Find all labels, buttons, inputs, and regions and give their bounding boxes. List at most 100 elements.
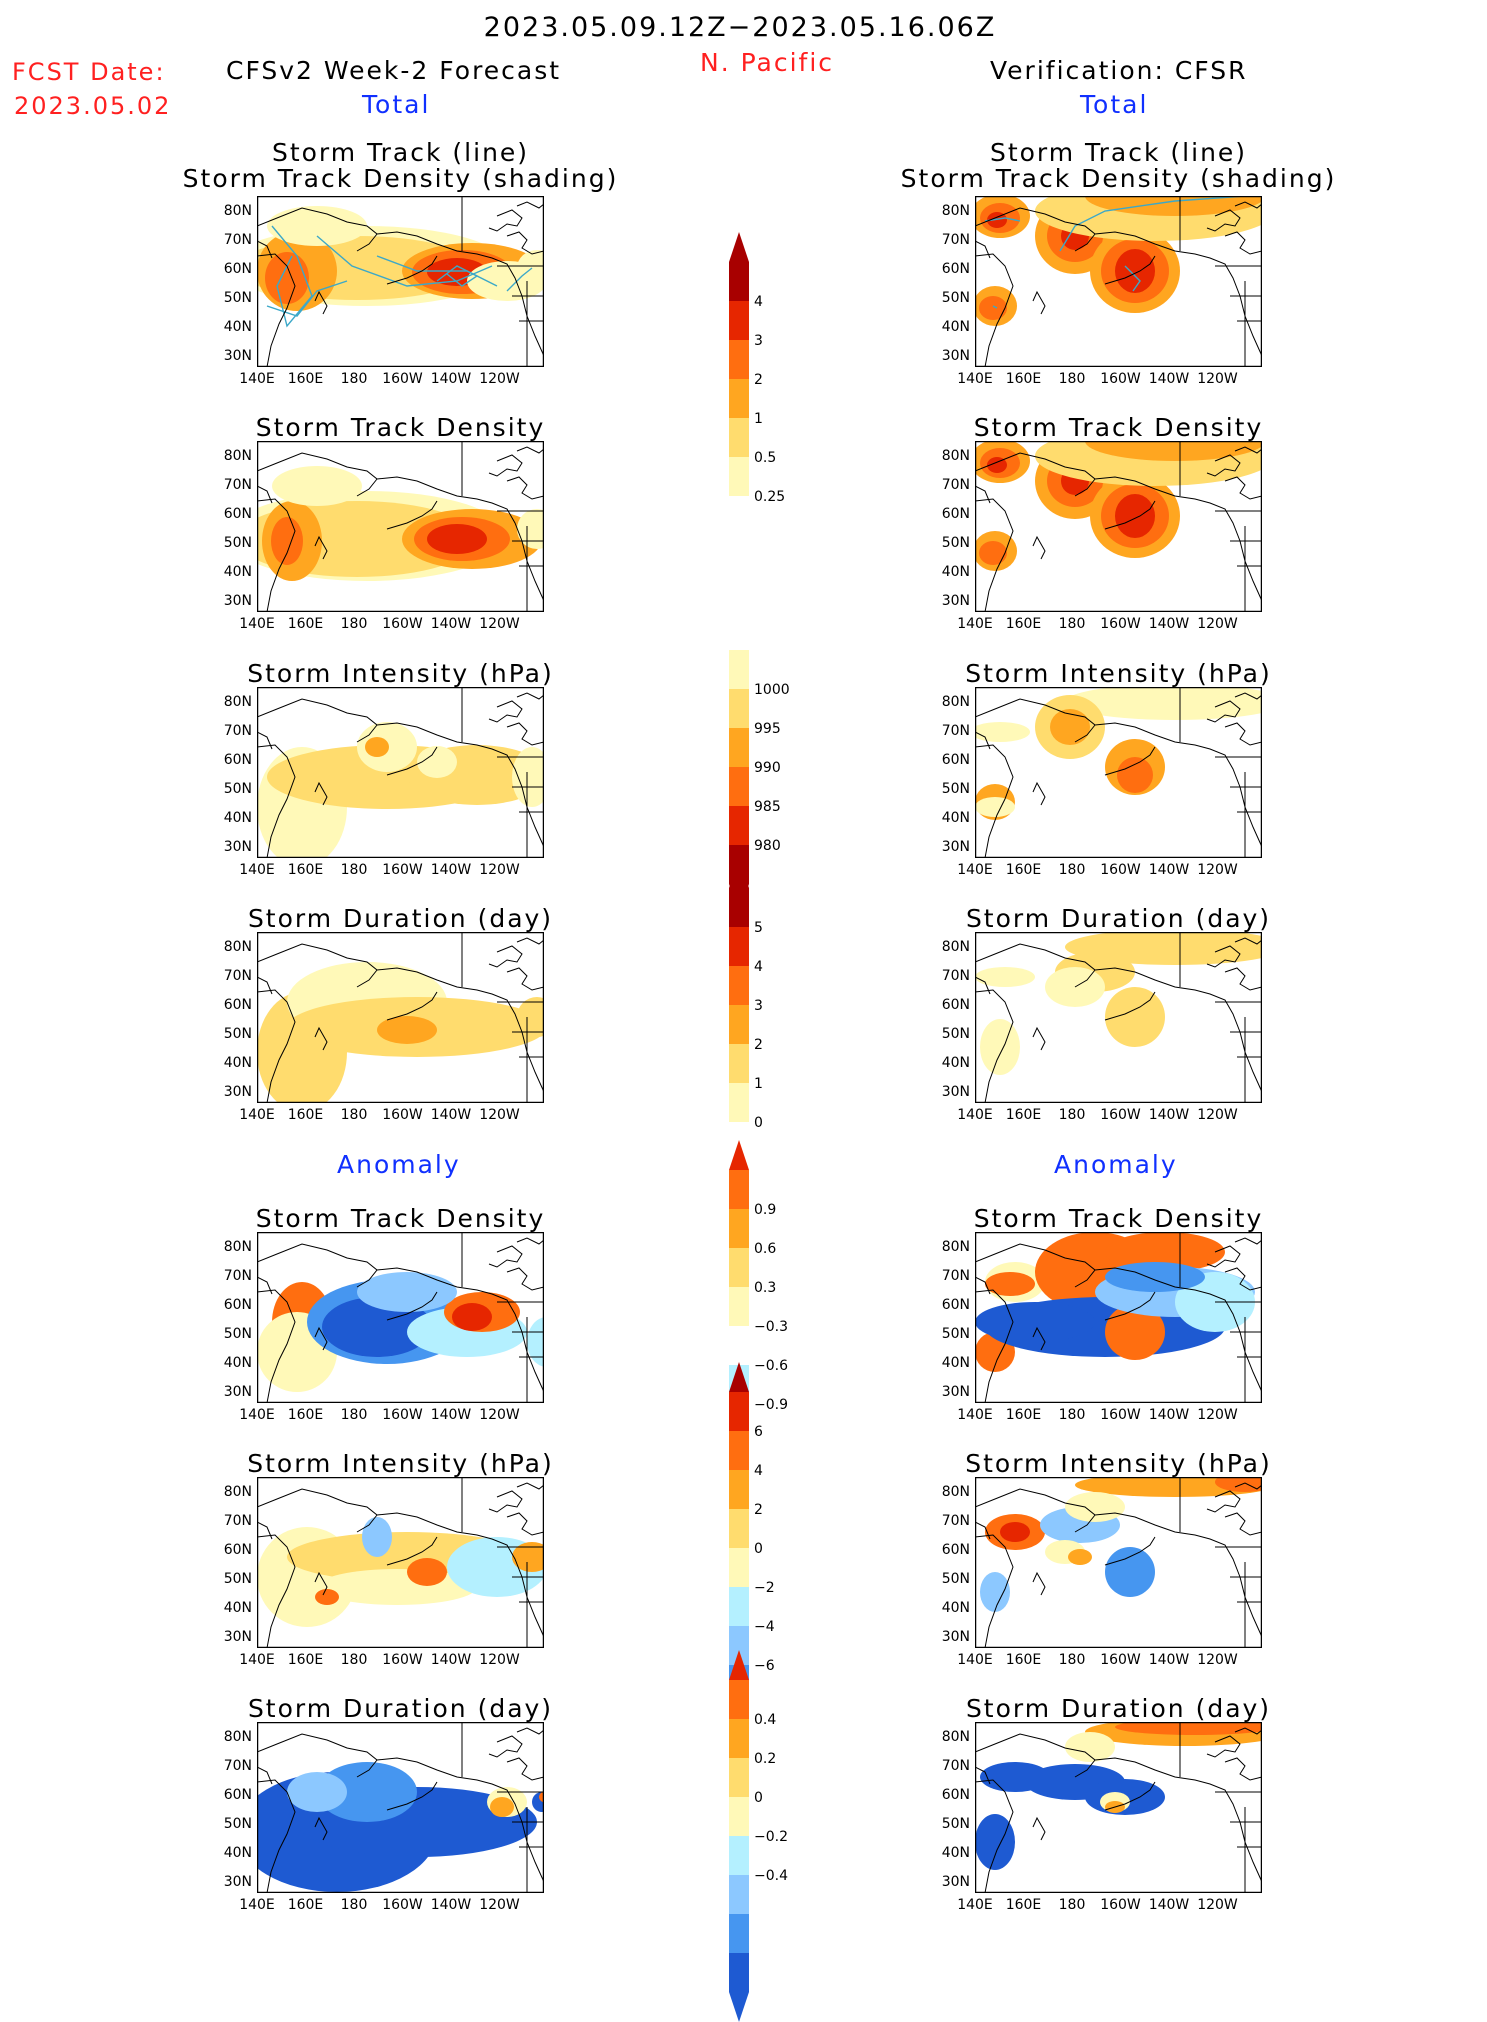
coastline [1234, 201, 1262, 209]
storm-track-line [1124, 265, 1141, 292]
fcst-date-label: FCST Date: [12, 58, 166, 86]
coastline [975, 1733, 1096, 1778]
colorbar-swatch [729, 301, 749, 340]
coastline [488, 945, 523, 968]
lat-tick-label: 60N [223, 1297, 252, 1313]
lat-tick-label: 70N [941, 968, 970, 984]
shaded-region [452, 1303, 492, 1331]
colorbar-level-label: 3 [754, 333, 763, 349]
lon-tick-label: 160E [287, 1652, 324, 1668]
coastline [257, 498, 296, 612]
colorbar-level-label: −0.9 [754, 1397, 788, 1413]
coastline [516, 1237, 544, 1245]
map-frame [975, 932, 1262, 1103]
lat-tick-label: 70N [941, 1758, 970, 1774]
lat-tick-label: 50N [941, 290, 970, 306]
lat-tick-label: 70N [223, 1758, 252, 1774]
coastline [257, 1243, 378, 1288]
lat-tick-label: 80N [223, 939, 252, 955]
colorbar-swatch [729, 1587, 749, 1626]
lon-tick-label: 140W [430, 862, 472, 878]
coastline [1104, 1536, 1156, 1566]
coastline [975, 452, 1096, 497]
coastline [488, 454, 523, 477]
coastline [506, 1757, 544, 1781]
coastline [1224, 476, 1262, 500]
lat-tick-label: 70N [223, 1513, 252, 1529]
fcst-date-value: 2023.05.02 [14, 92, 172, 120]
forecast-panel-1-subtitle: Storm Track Density (shading) [182, 164, 619, 193]
coastline [1224, 722, 1262, 746]
coastline [1206, 209, 1241, 232]
lon-tick-label: 180 [340, 1107, 368, 1123]
coastline [257, 943, 378, 988]
map-frame [257, 932, 544, 1103]
lon-tick-label: 140E [239, 862, 275, 878]
verification-panel-4-title: Storm Duration (day) [965, 904, 1272, 933]
colorbar-1 [729, 232, 749, 496]
coastline [257, 1276, 273, 1295]
lon-tick-label: 140E [957, 371, 993, 387]
lon-tick-label: 160W [382, 1107, 423, 1123]
shaded-region [1065, 687, 1262, 720]
lat-tick-label: 30N [223, 1874, 252, 1890]
coastline [975, 1534, 1014, 1648]
lon-tick-label: 120W [1197, 1897, 1238, 1913]
map-frame [975, 1722, 1262, 1893]
lon-tick-label: 140W [1148, 862, 1190, 878]
lon-tick-label: 180 [340, 1652, 368, 1668]
shaded-region [362, 1517, 392, 1557]
lon-tick-label: 180 [1058, 616, 1086, 632]
lon-tick-label: 160W [1100, 862, 1141, 878]
verification-map-6 [975, 1477, 1262, 1648]
coastline [1032, 1816, 1046, 1841]
coastline [1104, 500, 1156, 530]
verification-map-3 [975, 687, 1262, 858]
coastline [975, 1766, 991, 1785]
lat-tick-label: 60N [941, 752, 970, 768]
colorbar-level-label: −0.6 [754, 1358, 788, 1374]
lon-tick-label: 140E [239, 1107, 275, 1123]
coastline [386, 1291, 438, 1321]
coastline [975, 485, 991, 504]
coastline [257, 253, 296, 367]
lon-tick-label: 180 [1058, 1407, 1086, 1423]
left-anomaly-label: Anomaly [337, 1150, 461, 1179]
lon-tick-label: 140E [957, 1652, 993, 1668]
colorbar-swatch [729, 1836, 749, 1875]
forecast-map-3 [257, 687, 544, 858]
coastline [1104, 746, 1156, 776]
map-frame [975, 1477, 1262, 1648]
shaded-region [975, 1302, 1095, 1342]
right-anomaly-label: Anomaly [1054, 1150, 1178, 1179]
colorbar-swatch [729, 1953, 749, 1992]
lon-tick-label: 120W [479, 862, 520, 878]
lon-tick-label: 140E [957, 1897, 993, 1913]
shaded-region [517, 250, 544, 286]
lon-tick-label: 120W [1197, 616, 1238, 632]
coastline [257, 698, 378, 743]
lon-tick-label: 160E [287, 1897, 324, 1913]
verification-panel-1-title: Storm Track (line) [989, 138, 1248, 167]
lon-tick-label: 140E [239, 1407, 275, 1423]
shaded-region [317, 1762, 417, 1822]
shaded-region [287, 1772, 347, 1812]
lat-tick-label: 60N [941, 1297, 970, 1313]
lon-tick-label: 160W [1100, 616, 1141, 632]
storm-track-line [984, 217, 1021, 222]
lon-tick-label: 180 [1058, 1652, 1086, 1668]
colorbar-level-label: 0.9 [754, 1202, 777, 1218]
lat-tick-label: 80N [223, 694, 252, 710]
coastline [975, 731, 991, 750]
shaded-region [985, 1272, 1035, 1296]
colorbar-level-label: 4 [754, 959, 763, 975]
coastline [975, 1276, 991, 1295]
map-frame [257, 1722, 544, 1893]
lat-tick-label: 70N [941, 477, 970, 493]
verification-map-2 [975, 441, 1262, 612]
colorbar-bottom-arrow [729, 1992, 749, 2022]
coastline [314, 535, 328, 560]
coastline [1234, 1482, 1262, 1490]
lat-tick-label: 40N [941, 1355, 970, 1371]
lon-tick-label: 140W [430, 1897, 472, 1913]
